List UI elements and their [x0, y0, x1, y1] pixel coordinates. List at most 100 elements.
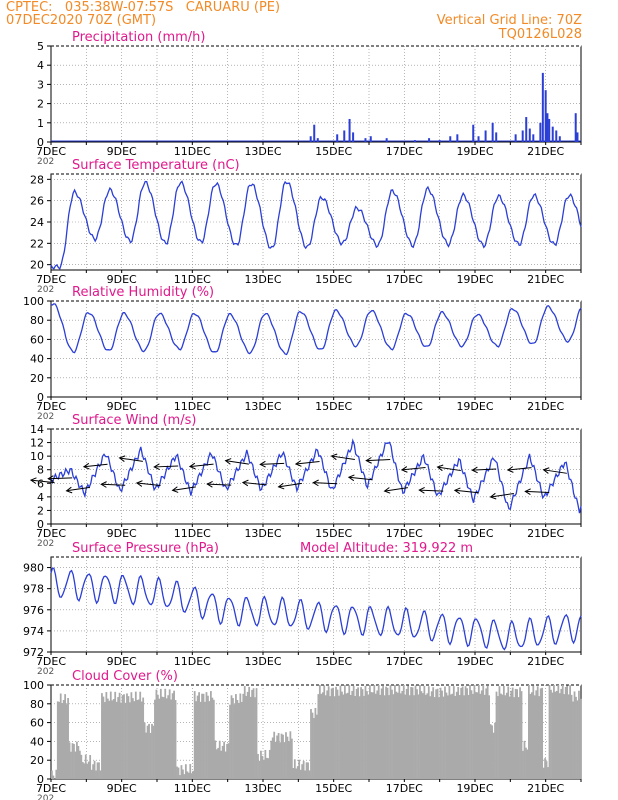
cloud-bar [214, 740, 217, 779]
rh-xtick-label: 17DEC [386, 400, 423, 413]
wind-ytick-label: 4 [37, 491, 44, 504]
cloud-bar [430, 691, 433, 779]
cloud-bar [90, 769, 93, 779]
cloud-bar [492, 732, 495, 779]
pres-frame [50, 556, 582, 653]
wind-xtick-label: 21DEC [527, 527, 564, 540]
cloud-bar [352, 685, 355, 779]
cloud-bar [373, 685, 376, 779]
wind-arrow-head [171, 486, 179, 493]
cloud-xtick-label: 9DEC [107, 782, 137, 795]
rh-xtick-label: 11DEC [174, 400, 211, 413]
cloud-bar [554, 691, 557, 779]
cloud-bar [193, 691, 196, 779]
precip-bar [472, 124, 475, 142]
cloud-bar [89, 754, 92, 779]
precip-bar [514, 134, 517, 142]
pres-xtick-label: 13DEC [244, 655, 281, 668]
cloud-bar [285, 732, 287, 779]
wind-arrow-head [506, 466, 514, 473]
wind-arrow-shaft [30, 479, 55, 484]
cloud-bar [513, 697, 516, 779]
cloud-bar [388, 695, 390, 779]
cloud-bar [505, 692, 508, 779]
cloud-bar [179, 775, 181, 779]
cloud-bar [576, 700, 579, 779]
pres-xtick-label: 17DEC [386, 655, 423, 668]
cloud-bar [579, 698, 582, 779]
cloud-bar [410, 687, 412, 779]
cloud-bar [343, 685, 346, 779]
cloud-ytick-label: 20 [30, 754, 44, 767]
cloud-bar [52, 775, 55, 779]
cloud-bar [189, 763, 192, 779]
cloud-bar [226, 743, 228, 779]
cloud-bar [92, 764, 94, 779]
cloud-bar [149, 732, 152, 779]
cloud-bar [136, 699, 139, 779]
cloud-bar [215, 749, 218, 779]
cloud-bar [438, 697, 440, 779]
cloud-bar [270, 740, 273, 779]
wind-arrow-head [47, 475, 54, 482]
cloud-bar [143, 722, 146, 779]
cloud-bar [273, 731, 276, 779]
cloud-bar [187, 772, 190, 779]
cloud-bar [369, 685, 371, 779]
wind-arrow-shaft [437, 466, 461, 472]
pres-series-line [50, 567, 582, 651]
cloud-bar [332, 687, 334, 779]
cloud-bar [243, 686, 246, 779]
cloud-bar [242, 693, 245, 779]
cloud-bar [482, 685, 485, 779]
cloud-bar [196, 695, 199, 779]
cloud-bar [523, 740, 526, 779]
cloud-bar [516, 689, 518, 779]
cloud-bar [230, 695, 233, 779]
precip-title: Precipitation (mm/h) [72, 30, 205, 45]
cloud-bar [248, 686, 251, 779]
cloud-bar [553, 685, 555, 779]
cloud-bar [405, 688, 408, 779]
cloud-bar [98, 762, 100, 779]
cloud-bar [544, 758, 546, 779]
cloud-bar [575, 696, 577, 779]
wind-arrow-head [188, 462, 196, 470]
cloud-bar [447, 695, 449, 779]
wind-arrow-shaft [207, 483, 232, 486]
cloud-bar [511, 687, 514, 779]
cloud-bar [252, 688, 255, 779]
cloud-bar [127, 696, 130, 779]
cloud-bar [279, 742, 281, 779]
cloud-bar [195, 701, 198, 779]
cloud-bar [137, 699, 140, 779]
cloud-bar [329, 696, 332, 779]
cloud-bar [192, 770, 195, 779]
cloud-bar [313, 718, 315, 779]
wind-arrow-shaft [101, 483, 126, 486]
cloud-bar [218, 740, 221, 779]
cloud-bar [395, 691, 398, 779]
cloud-bar [99, 770, 102, 779]
cloud-bar [139, 691, 142, 779]
cloud-bar [458, 695, 461, 779]
precip-xtick-label: 17DEC [386, 145, 423, 158]
cloud-bar [211, 697, 214, 779]
cloud-bar [414, 685, 417, 779]
cloud-bar [134, 691, 137, 779]
cloud-bar [526, 749, 529, 779]
rh-xtick-label: 15DEC [315, 400, 352, 413]
cloud-bar [180, 765, 183, 779]
cloud-xtick-label: 11DEC [174, 782, 211, 795]
cloud-bar [470, 690, 473, 779]
cloud-bar [236, 700, 239, 779]
cloud-bar [274, 741, 277, 779]
precip-bar [551, 126, 554, 142]
cloud-bar [472, 693, 474, 779]
cloud-bar [101, 693, 103, 779]
precip-ytick-label: 0 [37, 136, 44, 149]
wind-arrow-head [100, 481, 107, 488]
cloud-bar [224, 751, 227, 779]
cloud-bar [118, 692, 121, 779]
